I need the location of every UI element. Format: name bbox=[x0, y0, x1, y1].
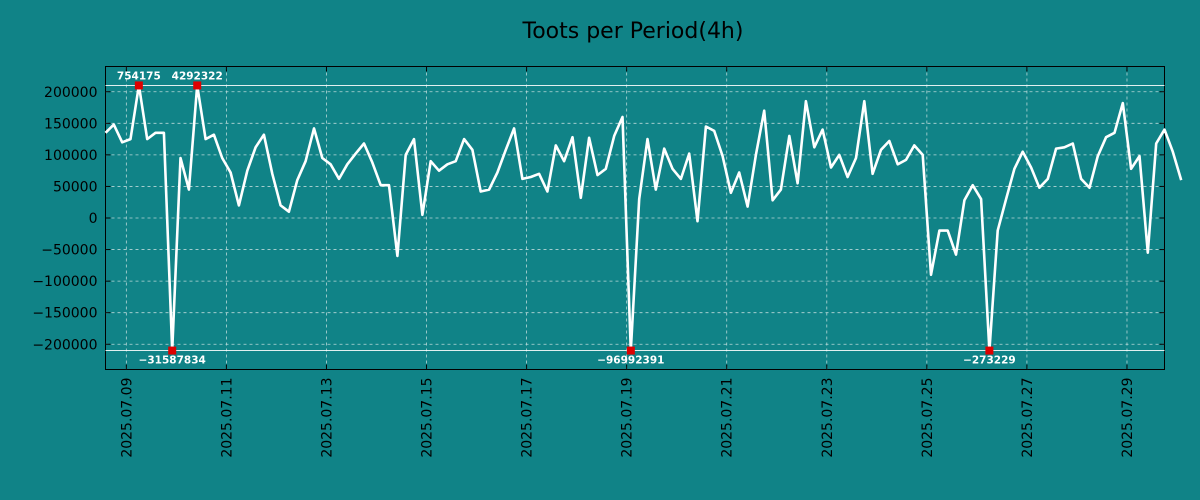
annotation-label: −96992391 bbox=[597, 355, 664, 367]
y-tick-label: 100000 bbox=[44, 148, 97, 164]
x-tick-label: 2025.07.15 bbox=[420, 378, 436, 458]
annotation-marker bbox=[985, 346, 994, 355]
x-tick-label: 2025.07.13 bbox=[319, 378, 335, 458]
annotation-label: −273229 bbox=[963, 355, 1016, 367]
x-tick-label: 2025.07.11 bbox=[219, 378, 235, 458]
annotation-marker bbox=[193, 81, 202, 90]
y-tick-label: 200000 bbox=[44, 85, 97, 101]
annotation-label: 4292322 bbox=[172, 70, 223, 82]
grid-lines bbox=[105, 66, 1165, 370]
annotation-marker bbox=[134, 81, 143, 90]
y-tick-label: −100000 bbox=[32, 274, 97, 290]
annotation-label: 754175 bbox=[117, 70, 161, 82]
x-tick-label: 2025.07.23 bbox=[820, 378, 836, 458]
x-tick-label: 2025.07.09 bbox=[119, 378, 135, 458]
annotation-labels: 754175 4292322 −31587834 −96992391 −273229 bbox=[117, 70, 1016, 366]
annotation-label: −31587834 bbox=[139, 355, 206, 367]
x-axis: 2025.07.09 2025.07.11 2025.07.13 2025.07.15… bbox=[119, 66, 1136, 458]
y-tick-label: −200000 bbox=[32, 337, 97, 353]
annotation-marker bbox=[626, 346, 635, 355]
x-tick-label: 2025.07.25 bbox=[920, 378, 936, 458]
y-tick-label: 0 bbox=[89, 211, 98, 227]
x-tick-label: 2025.07.29 bbox=[1120, 378, 1136, 458]
x-tick-label: 2025.07.21 bbox=[720, 378, 736, 458]
y-tick-label: 150000 bbox=[44, 116, 97, 132]
annotation-marker bbox=[168, 346, 177, 355]
y-tick-label: −150000 bbox=[32, 306, 97, 322]
x-tick-label: 2025.07.27 bbox=[1020, 378, 1036, 458]
y-tick-label: −50000 bbox=[41, 243, 97, 259]
annotation-markers bbox=[134, 81, 994, 355]
series-line-toots bbox=[104, 84, 1183, 352]
chart-title: Toots per Period(4h) bbox=[522, 19, 744, 44]
y-tick-label: 50000 bbox=[53, 179, 98, 195]
x-tick-label: 2025.07.17 bbox=[520, 378, 536, 458]
y-axis: 200000 150000 100000 50000 0 −50000 −100000 −15… bbox=[32, 85, 1165, 353]
x-tick-label: 2025.07.19 bbox=[620, 378, 636, 458]
